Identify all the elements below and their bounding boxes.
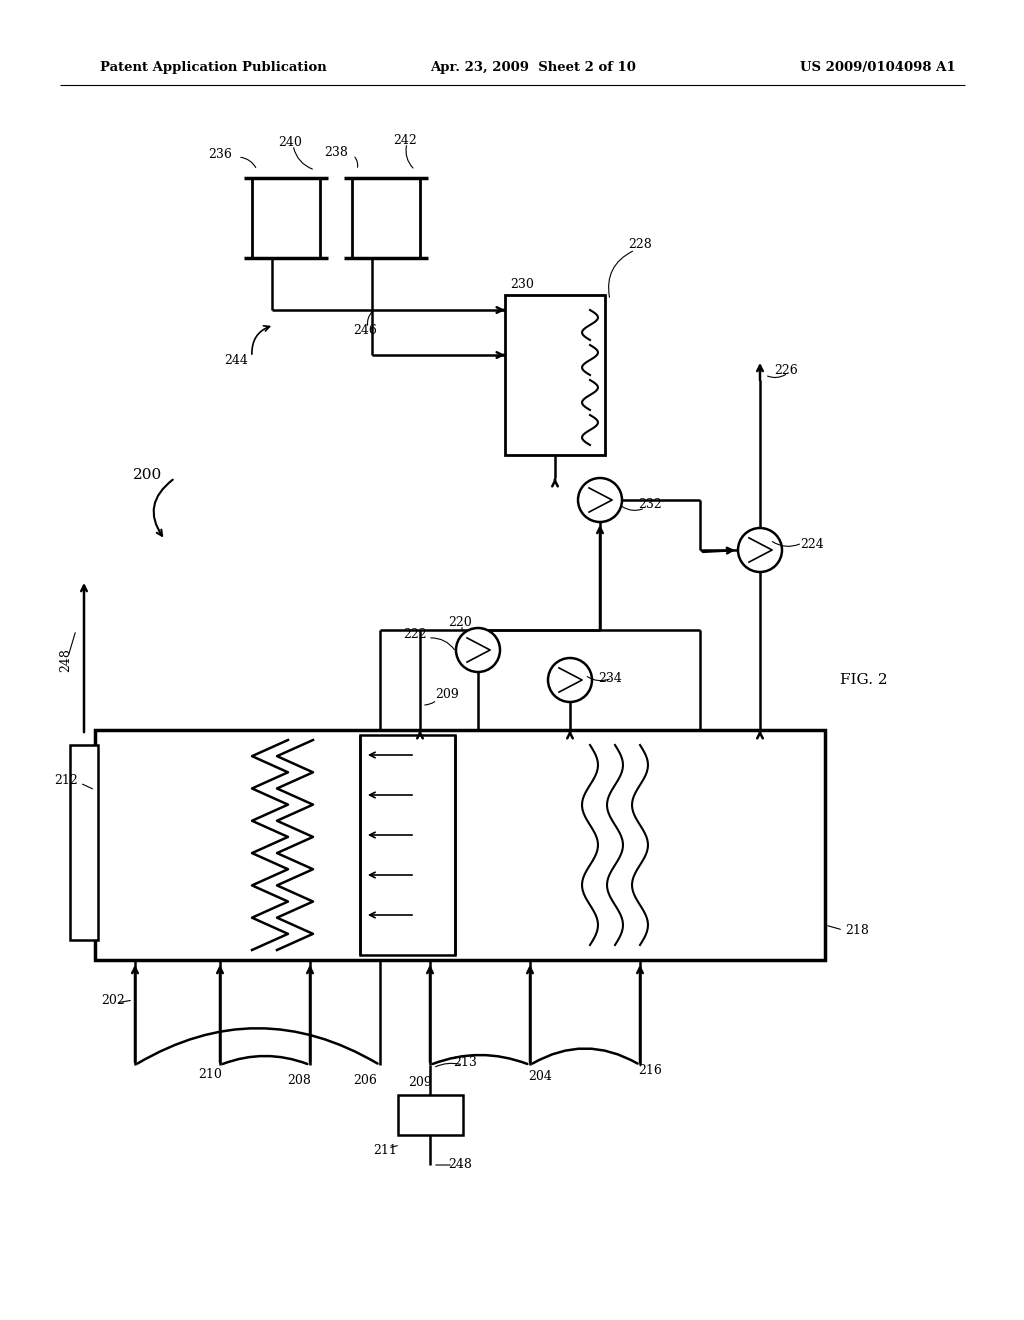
Text: 248: 248 [59, 648, 73, 672]
Text: 246: 246 [353, 323, 377, 337]
Text: 209: 209 [409, 1076, 432, 1089]
Circle shape [578, 478, 622, 521]
Text: 216: 216 [638, 1064, 662, 1077]
Text: FIG. 2: FIG. 2 [840, 673, 888, 686]
Bar [505, 294, 605, 455]
Text: 202: 202 [101, 994, 125, 1006]
Text: 213: 213 [453, 1056, 477, 1068]
Text: 240: 240 [279, 136, 302, 149]
Text: 211: 211 [373, 1143, 397, 1156]
Bar [95, 730, 825, 960]
Text: 200: 200 [133, 469, 163, 482]
Bar [352, 178, 420, 257]
Text: Patent Application Publication: Patent Application Publication [100, 62, 327, 74]
Text: 238: 238 [325, 145, 348, 158]
Bar [360, 735, 455, 954]
Text: 222: 222 [403, 628, 427, 642]
Bar [252, 178, 319, 257]
Bar [70, 744, 98, 940]
Text: 236: 236 [208, 149, 232, 161]
Text: 206: 206 [353, 1073, 377, 1086]
Text: 242: 242 [393, 133, 417, 147]
Text: 234: 234 [598, 672, 622, 685]
Text: 220: 220 [449, 615, 472, 628]
Text: Apr. 23, 2009  Sheet 2 of 10: Apr. 23, 2009 Sheet 2 of 10 [430, 62, 636, 74]
Text: US 2009/0104098 A1: US 2009/0104098 A1 [800, 62, 955, 74]
Circle shape [548, 657, 592, 702]
Circle shape [456, 628, 500, 672]
Text: 228: 228 [628, 239, 652, 252]
Text: 224: 224 [800, 539, 823, 552]
Text: 204: 204 [528, 1071, 552, 1084]
Text: 230: 230 [510, 279, 534, 292]
Bar [398, 1096, 463, 1135]
Text: 212: 212 [54, 774, 78, 787]
Text: 248: 248 [449, 1159, 472, 1172]
Text: 232: 232 [638, 499, 662, 511]
Text: 226: 226 [774, 363, 798, 376]
Text: 209: 209 [435, 689, 459, 701]
Text: 244: 244 [224, 354, 248, 367]
Text: 218: 218 [845, 924, 869, 936]
Text: 210: 210 [198, 1068, 222, 1081]
Text: 208: 208 [287, 1073, 311, 1086]
Circle shape [738, 528, 782, 572]
